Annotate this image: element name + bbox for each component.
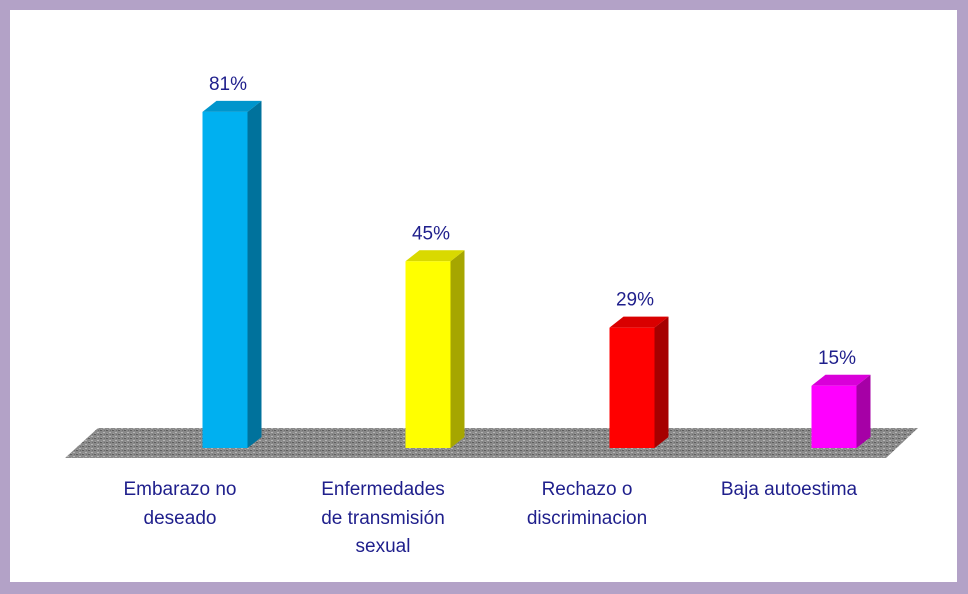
bar-top-shade (202, 100, 262, 112)
chart: 81% 45% 29% 15% (65, 74, 918, 458)
bar-top (811, 374, 871, 386)
bar-side-shade (856, 374, 871, 448)
category-label: Rechazo o discriminacion (526, 479, 648, 529)
bar-top-shade (405, 250, 465, 262)
bar (405, 261, 451, 448)
value-label: 81% (209, 74, 247, 95)
bar-side (654, 316, 669, 448)
bar-side-shade (247, 100, 262, 448)
bar-side (247, 100, 262, 448)
bar-side-shade (654, 316, 669, 448)
value-label: 29% (616, 290, 654, 311)
bar-top-shade (811, 374, 871, 386)
value-label: 45% (412, 223, 450, 244)
bar-side (856, 374, 871, 448)
bar (609, 327, 655, 448)
bar (202, 111, 248, 448)
bar-top (202, 100, 262, 112)
bar-side (450, 250, 465, 448)
bar-top (609, 316, 669, 328)
category-label: Embarazo no deseado (123, 479, 237, 529)
value-label: 15% (818, 348, 856, 369)
bar-side-shade (450, 250, 465, 448)
floor (65, 428, 918, 458)
category-label: Enfermedades de transmisión sexual (321, 479, 445, 557)
chart-area: 81% 45% 29% 15% Embarazo no deseado Enfermed… (10, 10, 957, 582)
bar-top (405, 250, 465, 262)
bar-top-shade (609, 316, 669, 328)
category-label: Baja autoestima (720, 479, 858, 500)
bar (811, 385, 857, 448)
